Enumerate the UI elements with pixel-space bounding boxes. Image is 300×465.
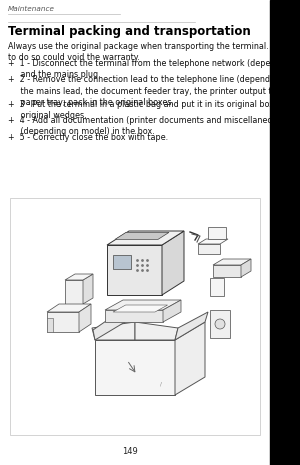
Text: +  1 - Disconnect the terminal from the telephone network (depends on model)
   : + 1 - Disconnect the terminal from the t… [8, 59, 300, 80]
Polygon shape [198, 239, 228, 244]
Polygon shape [241, 259, 251, 277]
Polygon shape [93, 308, 125, 340]
Polygon shape [79, 304, 91, 332]
Polygon shape [210, 310, 230, 338]
Polygon shape [115, 232, 169, 239]
Polygon shape [105, 300, 181, 310]
Polygon shape [213, 259, 251, 265]
Polygon shape [175, 322, 205, 395]
Polygon shape [210, 278, 224, 296]
Text: Always use the original package when transporting the terminal. Failure
to do so: Always use the original package when tra… [8, 42, 298, 62]
Polygon shape [65, 274, 93, 280]
Polygon shape [107, 231, 184, 245]
Polygon shape [83, 274, 93, 304]
Text: +  3 - Put the terminal in a plastic bag and put it in its original box with all: + 3 - Put the terminal in a plastic bag … [8, 100, 300, 120]
Polygon shape [47, 318, 53, 332]
Polygon shape [213, 265, 241, 277]
Bar [270, 0, 300, 465]
FancyBboxPatch shape [10, 198, 260, 435]
Polygon shape [135, 322, 178, 340]
Text: Terminal packing and transportation: Terminal packing and transportation [8, 25, 251, 38]
Polygon shape [175, 312, 208, 340]
Polygon shape [47, 304, 91, 312]
Text: 149: 149 [122, 447, 138, 456]
Text: /: / [160, 381, 162, 386]
Polygon shape [65, 280, 83, 304]
Polygon shape [95, 340, 175, 395]
Polygon shape [92, 322, 135, 340]
Text: +  2 - Remove the connection lead to the telephone line (depends on model) and
 : + 2 - Remove the connection lead to the … [8, 75, 300, 107]
Circle shape [215, 319, 225, 329]
Text: Maintenance: Maintenance [8, 6, 55, 12]
Polygon shape [113, 305, 168, 312]
Polygon shape [47, 312, 79, 332]
Polygon shape [163, 300, 181, 322]
Text: +  5 - Correctly close the box with tape.: + 5 - Correctly close the box with tape. [8, 133, 168, 141]
Polygon shape [107, 245, 162, 295]
Text: +  4 - Add all documentation (printer documents and miscellaneous CD Roms
     (: + 4 - Add all documentation (printer doc… [8, 116, 300, 136]
Polygon shape [105, 310, 163, 322]
Bar [113, 255, 131, 269]
Polygon shape [208, 227, 226, 239]
Polygon shape [162, 231, 184, 295]
Polygon shape [198, 244, 220, 254]
